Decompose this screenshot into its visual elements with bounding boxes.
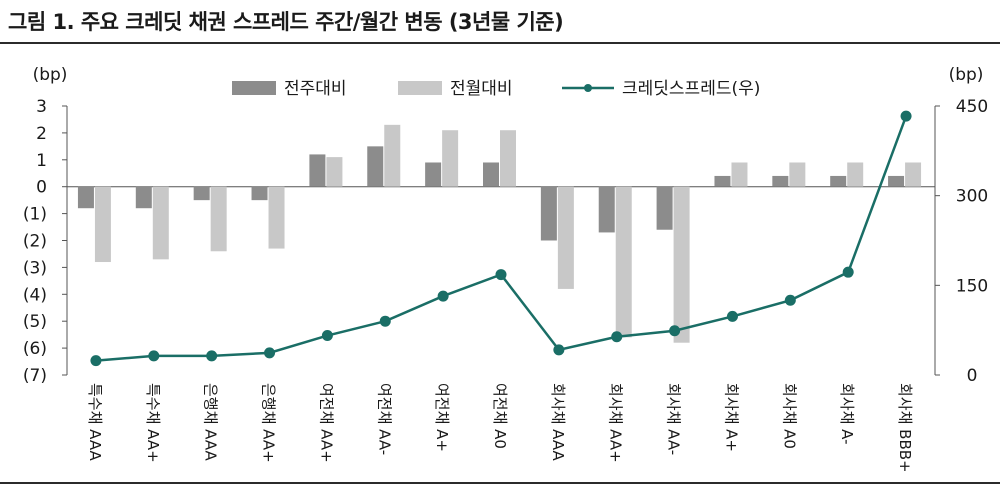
spread-point xyxy=(148,350,160,362)
legend-label-spread: 크레딧스프레드(우) xyxy=(622,79,760,99)
spread-point xyxy=(784,294,796,306)
bar-monthly xyxy=(384,124,401,187)
bar-weekly xyxy=(309,154,326,187)
bar-monthly xyxy=(268,186,285,249)
bar-monthly xyxy=(673,186,690,343)
spread-point xyxy=(90,355,102,367)
category-label: 특수채 AAA xyxy=(86,383,104,462)
bar-weekly xyxy=(598,186,615,233)
bar-monthly xyxy=(210,186,227,252)
legend-marker-spread xyxy=(584,84,592,92)
bottom-divider xyxy=(0,482,1000,484)
category-label: 회사채 AAA xyxy=(549,383,567,462)
bar-weekly xyxy=(656,186,673,230)
category-label: 여전채 A0 xyxy=(491,383,509,449)
left-tick-label: (1) xyxy=(23,205,47,225)
right-tick-label: 0 xyxy=(967,366,978,386)
bar-weekly xyxy=(888,175,905,187)
bar-weekly xyxy=(77,186,94,209)
bar-monthly xyxy=(500,130,516,187)
category-label: 회사채 A- xyxy=(838,383,856,445)
spread-point xyxy=(726,310,738,322)
bar-monthly xyxy=(847,162,864,187)
bar-weekly xyxy=(830,175,847,187)
left-tick-label: (2) xyxy=(23,232,47,252)
bar-monthly xyxy=(152,186,169,260)
legend-label-weekly: 전주대비 xyxy=(284,79,347,99)
spread-point xyxy=(900,110,912,122)
right-tick-label: 300 xyxy=(956,187,988,207)
category-label: 여전채 A+ xyxy=(433,383,451,452)
bar-monthly xyxy=(905,162,922,187)
spread-point xyxy=(495,269,507,281)
bar-weekly xyxy=(540,186,557,241)
spread-point xyxy=(379,315,391,327)
bar-monthly xyxy=(731,162,748,187)
left-tick-label: 1 xyxy=(36,151,47,171)
spread-point xyxy=(842,266,854,278)
left-tick-label: 2 xyxy=(36,124,47,144)
bar-monthly xyxy=(557,186,574,289)
spread-point xyxy=(553,344,565,356)
right-tick-label: 150 xyxy=(956,276,988,296)
bar-weekly xyxy=(135,186,152,209)
spread-point xyxy=(611,331,623,343)
left-tick-label: 0 xyxy=(36,178,47,198)
bar-weekly xyxy=(772,175,789,187)
category-label: 회사채 AA+ xyxy=(607,383,625,463)
spread-point xyxy=(264,347,276,359)
chart-title: 그림 1. 주요 크레딧 채권 스프레드 주간/월간 변동 (3년물 기준) xyxy=(8,10,564,34)
legend-swatch-monthly xyxy=(398,81,442,95)
category-label: 여전채 AA+ xyxy=(317,383,335,463)
left-axis-unit: (bp) xyxy=(33,65,68,85)
bar-weekly xyxy=(367,146,384,187)
bar-weekly xyxy=(425,162,442,187)
spread-point xyxy=(206,350,218,362)
bar-monthly xyxy=(789,162,806,187)
category-label: 여전채 AA- xyxy=(375,383,393,455)
category-label: 회사채 A+ xyxy=(722,383,740,452)
right-tick-label: 450 xyxy=(956,97,988,117)
left-tick-label: (6) xyxy=(23,339,47,359)
bar-weekly xyxy=(483,162,499,187)
left-tick-label: (4) xyxy=(23,285,47,305)
bar-monthly xyxy=(326,157,343,187)
category-label: 회사채 A0 xyxy=(780,383,798,449)
left-tick-label: 3 xyxy=(36,97,47,117)
bar-monthly xyxy=(615,186,632,338)
bar-monthly xyxy=(94,186,111,263)
category-label: 은행채 AAA xyxy=(202,383,220,462)
title-divider xyxy=(0,42,1000,44)
bar-monthly xyxy=(442,130,459,187)
spread-point xyxy=(321,330,333,342)
legend-swatch-weekly xyxy=(232,81,276,95)
right-axis-unit: (bp) xyxy=(949,65,984,85)
spread-point xyxy=(669,325,681,337)
category-label: 회사채 BBB+ xyxy=(896,383,914,473)
category-label: 은행채 AA+ xyxy=(260,383,278,463)
category-label: 특수채 AA+ xyxy=(144,383,162,463)
left-tick-label: (3) xyxy=(23,258,47,278)
bar-weekly xyxy=(714,175,731,187)
left-tick-label: (5) xyxy=(23,312,47,332)
category-label: 회사채 AA- xyxy=(665,383,683,455)
left-tick-label: (7) xyxy=(23,366,47,386)
legend-label-monthly: 전월대비 xyxy=(450,79,513,99)
bar-weekly xyxy=(193,186,210,201)
spread-point xyxy=(437,290,449,302)
bar-weekly xyxy=(251,186,268,201)
